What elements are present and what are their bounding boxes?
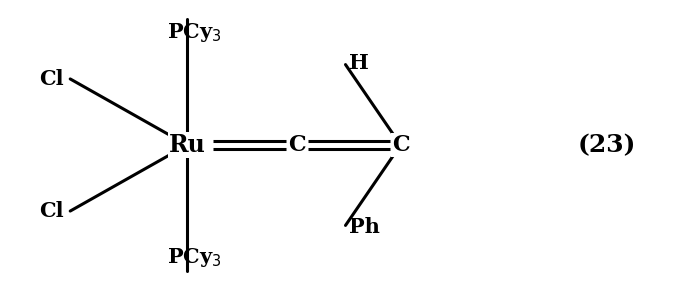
- Text: Cl: Cl: [39, 201, 64, 221]
- Text: Cl: Cl: [39, 69, 64, 89]
- Text: PCy$_3$: PCy$_3$: [167, 246, 221, 269]
- Text: (23): (23): [578, 133, 636, 157]
- Text: Ph: Ph: [349, 217, 380, 237]
- Text: C: C: [289, 134, 306, 156]
- Text: PCy$_3$: PCy$_3$: [167, 21, 221, 44]
- Text: C: C: [392, 134, 409, 156]
- Text: Ru: Ru: [169, 133, 206, 157]
- Text: H: H: [349, 53, 369, 73]
